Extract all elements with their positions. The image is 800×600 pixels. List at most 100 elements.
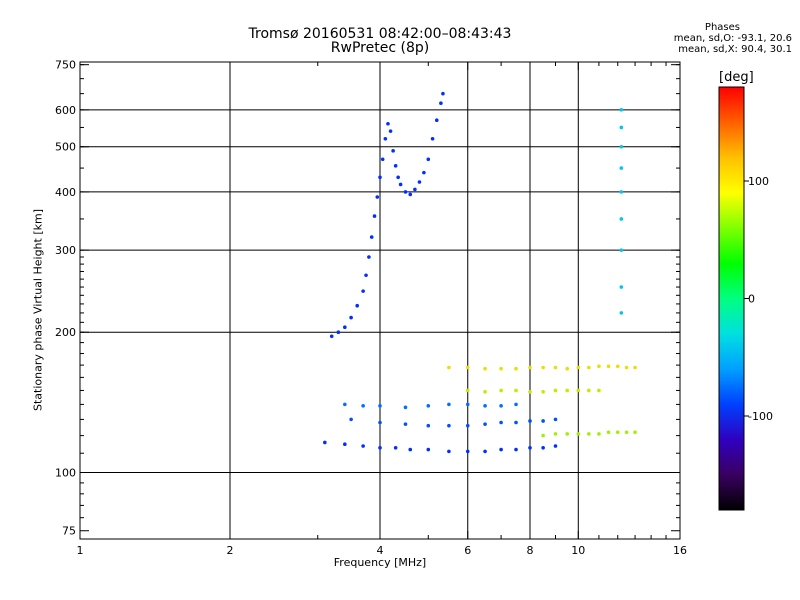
colorbar-tick-label: 0 bbox=[748, 293, 755, 306]
data-point bbox=[372, 214, 377, 218]
data-point bbox=[386, 122, 390, 126]
data-point bbox=[633, 430, 637, 435]
data-point bbox=[343, 402, 347, 407]
data-point bbox=[364, 273, 368, 278]
data-point bbox=[615, 430, 620, 435]
data-point bbox=[624, 430, 629, 435]
colorbar-layer: 100 0 -100 bbox=[718, 86, 773, 511]
data-point bbox=[483, 449, 487, 454]
colorbar-tick-label: 100 bbox=[748, 175, 769, 188]
data-point bbox=[528, 419, 532, 423]
data-point bbox=[499, 447, 503, 452]
x-axis-label: Frequency [MHz] bbox=[333, 556, 427, 569]
data-point bbox=[553, 388, 558, 393]
data-point bbox=[499, 420, 503, 425]
data-point bbox=[499, 366, 503, 371]
data-point bbox=[434, 118, 439, 123]
data-point bbox=[426, 404, 431, 408]
x-tick-label: 1 bbox=[77, 544, 84, 557]
data-point bbox=[447, 423, 451, 428]
x-tick-label: 16 bbox=[673, 544, 687, 557]
data-point bbox=[606, 364, 611, 369]
y-tick-label: 200 bbox=[55, 326, 76, 339]
data-point bbox=[398, 182, 403, 187]
data-point bbox=[375, 195, 380, 199]
data-point bbox=[465, 365, 470, 370]
x-tick-label: 6 bbox=[464, 544, 471, 557]
data-point bbox=[417, 180, 422, 184]
data-point bbox=[553, 365, 558, 370]
data-point bbox=[619, 285, 624, 289]
data-point bbox=[447, 365, 451, 370]
data-point bbox=[378, 404, 382, 408]
data-point bbox=[541, 445, 545, 450]
data-point bbox=[403, 422, 408, 426]
data-point bbox=[422, 170, 426, 175]
data-point bbox=[430, 137, 435, 141]
data-point bbox=[465, 423, 470, 428]
data-point bbox=[361, 289, 365, 293]
data-point bbox=[329, 334, 334, 339]
data-point bbox=[576, 365, 581, 370]
colorbar-tick-label: -100 bbox=[748, 410, 773, 423]
data-point bbox=[633, 365, 637, 370]
data-point bbox=[514, 388, 518, 393]
data-point bbox=[388, 129, 393, 133]
data-point bbox=[403, 190, 408, 194]
points-layer bbox=[323, 91, 637, 454]
data-point bbox=[343, 325, 347, 330]
data-point bbox=[343, 442, 347, 447]
stats-heading: Phases bbox=[704, 22, 740, 33]
data-point bbox=[361, 444, 365, 448]
data-point bbox=[465, 388, 470, 393]
data-point bbox=[465, 449, 470, 454]
chart-title: Tromsø 20160531 08:42:00–08:43:43 bbox=[248, 26, 512, 42]
data-point bbox=[606, 430, 611, 435]
data-point bbox=[565, 432, 569, 436]
data-point bbox=[499, 388, 503, 393]
data-point bbox=[447, 402, 451, 407]
y-tick-label: 750 bbox=[55, 59, 76, 72]
colorbar bbox=[718, 86, 745, 511]
data-point bbox=[615, 364, 620, 369]
data-point bbox=[541, 365, 545, 370]
data-point bbox=[553, 417, 558, 422]
data-point bbox=[597, 432, 601, 436]
data-point bbox=[336, 330, 341, 335]
data-point bbox=[447, 449, 451, 454]
data-point bbox=[619, 125, 624, 130]
data-point bbox=[514, 420, 518, 425]
data-point bbox=[378, 175, 382, 180]
data-point bbox=[367, 255, 371, 259]
data-point bbox=[483, 404, 487, 408]
data-point bbox=[528, 365, 532, 370]
data-point bbox=[619, 144, 624, 149]
chart-subtitle: RwPretec (8p) bbox=[330, 40, 430, 56]
data-point bbox=[587, 365, 591, 370]
data-point bbox=[553, 444, 558, 448]
x-tick-label: 8 bbox=[527, 544, 534, 557]
data-point bbox=[465, 402, 470, 407]
data-point bbox=[361, 404, 365, 408]
x-tick-label: 10 bbox=[571, 544, 585, 557]
data-point bbox=[441, 91, 445, 96]
data-point bbox=[413, 187, 417, 192]
grid-layer bbox=[80, 62, 680, 539]
data-point bbox=[514, 402, 518, 407]
data-point bbox=[383, 137, 388, 141]
data-point bbox=[541, 419, 545, 423]
data-point bbox=[393, 164, 398, 168]
data-point bbox=[408, 192, 413, 197]
data-point bbox=[541, 433, 545, 438]
data-point bbox=[403, 405, 408, 410]
data-point bbox=[565, 366, 569, 371]
data-point bbox=[391, 149, 395, 153]
y-tick-label: 100 bbox=[55, 467, 76, 480]
data-point bbox=[349, 315, 353, 320]
data-point bbox=[528, 389, 532, 394]
data-point bbox=[587, 388, 591, 393]
data-point bbox=[426, 157, 431, 162]
data-point bbox=[541, 389, 545, 394]
stats-o-mode: mean, sd,O: -93.1, 20.6 bbox=[673, 33, 792, 44]
